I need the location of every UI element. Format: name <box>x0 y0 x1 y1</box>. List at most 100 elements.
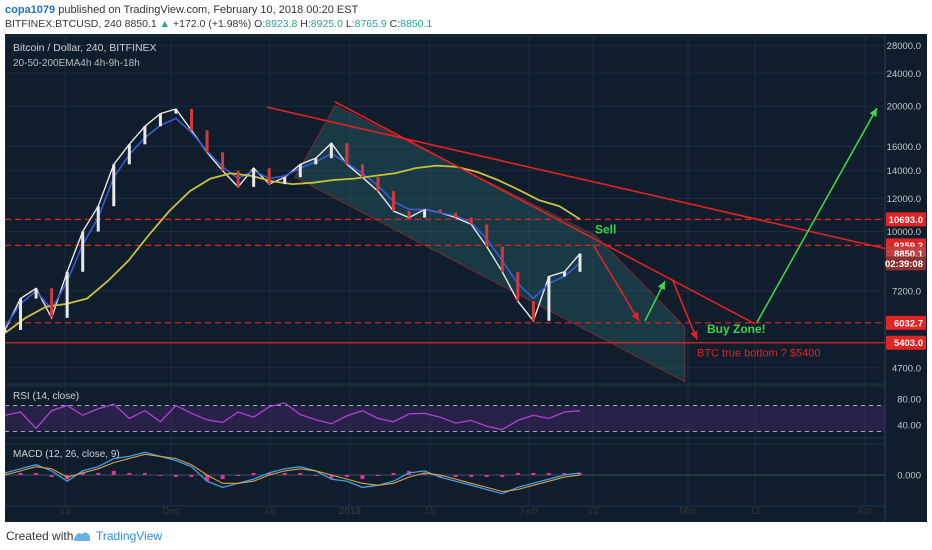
x-tick-label: 2018 <box>339 506 362 517</box>
close-value: 8850.1 <box>400 18 433 30</box>
footer-bar: Created with TradingView <box>0 522 932 550</box>
price-change: +172.0 (+1.98%) <box>173 18 252 30</box>
candle <box>469 217 473 225</box>
rsi-tick-label: 40.00 <box>897 421 921 432</box>
macd-hist-bar <box>344 475 349 478</box>
high-label: H: <box>300 18 311 30</box>
y-tick-label: 12000.0 <box>887 194 921 205</box>
price-tag-label: 9259.2 <box>894 241 923 252</box>
price-tag <box>886 315 926 330</box>
y-tick-label: 4700.0 <box>892 363 921 374</box>
candle <box>158 113 162 127</box>
candle <box>127 144 131 165</box>
candle <box>562 271 566 277</box>
candle <box>407 211 411 218</box>
candle <box>360 164 364 178</box>
annotation-buy-zone: Buy Zone! <box>707 322 766 336</box>
macd-hist-bar <box>189 475 194 478</box>
candle <box>485 224 489 247</box>
macd-hist-bar <box>96 472 101 475</box>
candle <box>112 164 116 207</box>
y-tick-label: 14000.0 <box>887 166 921 177</box>
candle <box>454 212 458 218</box>
candle <box>189 108 193 131</box>
trendline-resistance <box>266 106 886 250</box>
candle <box>376 177 380 192</box>
candle <box>205 130 209 153</box>
candle <box>516 271 520 302</box>
candle <box>283 177 287 185</box>
price-tag-label: 8850.1 <box>894 249 924 260</box>
candle <box>314 158 318 165</box>
tradingview-logo-icon <box>74 532 90 541</box>
drop-arrow-down-head <box>690 330 698 340</box>
x-tick-label: Feb <box>520 506 538 517</box>
candle <box>143 126 147 145</box>
chart-canvas[interactable]: 13 Dec 18 2018 15 Feb 12 Mar 12 Apr 28000.0 24000.0… <box>5 34 927 522</box>
x-tick-label: 12 <box>749 506 761 517</box>
macd-tick-label: 0.000 <box>897 471 921 482</box>
y-tick-label: 7200.0 <box>892 286 921 297</box>
macd-hist-bar <box>80 472 85 475</box>
candle <box>531 301 535 321</box>
last-price: 8850.1 <box>124 18 157 30</box>
open-label: O: <box>254 18 266 30</box>
macd-hist-bar <box>422 472 427 475</box>
panel-frame-0 <box>5 35 886 385</box>
candle <box>547 276 551 321</box>
price-tag-label: 6032.7 <box>894 318 923 329</box>
macd-hist-bar <box>18 472 23 475</box>
author-link[interactable]: copa1079 <box>5 4 56 16</box>
rally-arrow-up-head <box>869 108 877 118</box>
y-tick-label: 16000.0 <box>887 142 921 153</box>
x-tick-label: 12 <box>587 506 599 517</box>
price-tag <box>886 256 926 271</box>
price-tag-label: 10693.0 <box>889 215 923 226</box>
chart-header: copa1079 published on TradingView.com, F… <box>0 0 932 34</box>
candle <box>329 143 333 159</box>
y-tick-label: 28000.0 <box>887 41 921 52</box>
candle <box>438 209 442 213</box>
macd-hist-bar <box>546 472 551 475</box>
x-tick-label: 18 <box>264 506 276 517</box>
candle <box>81 231 85 272</box>
macd-hist-bar <box>34 472 39 475</box>
drop-arrow-down <box>672 280 698 340</box>
candle <box>34 288 38 299</box>
candle <box>252 168 256 187</box>
ohlc-line: BITFINEX:BTCUSD, 240 8850.1 ▲ +172.0 (+1… <box>5 18 432 30</box>
macd-hist-bar <box>298 472 303 475</box>
rally-arrow-up <box>756 107 878 323</box>
rsi-title: RSI (14, close) <box>13 391 79 402</box>
price-tag <box>886 335 926 350</box>
macd-hist-bar <box>438 475 443 478</box>
price-tag <box>886 212 926 227</box>
macd-hist-bar <box>142 472 147 475</box>
price-tag-label: 02:39:08 <box>885 259 923 270</box>
candle <box>50 288 54 318</box>
macd-hist-bar <box>500 475 505 478</box>
macd-hist-bar <box>111 470 116 475</box>
candle <box>96 206 100 232</box>
macd-hist-bar <box>220 475 225 480</box>
y-tick-label: 10000.0 <box>887 227 921 238</box>
candle <box>345 143 349 165</box>
chart-subtitle: 20-50-200EMA4h 4h-9h-18h <box>13 58 140 69</box>
macd-hist-bar <box>453 475 458 478</box>
bounce-arrow-up-head <box>657 281 665 291</box>
macd-hist-bar <box>578 472 582 475</box>
macd-title: MACD (12, 26, close, 9) <box>13 449 120 460</box>
macd-hist-bar <box>251 472 256 475</box>
open-value: 8923.8 <box>265 18 298 30</box>
macd-hist-bar <box>391 472 396 475</box>
macd-hist-bar <box>375 475 380 476</box>
macd-hist-bar <box>267 472 272 475</box>
candle <box>19 298 23 330</box>
tradingview-brand-link[interactable]: TradingView <box>96 529 163 543</box>
symbol-label: BITFINEX:BTCUSD, 240 <box>5 18 122 30</box>
rsi-tick-label: 80.00 <box>897 395 921 406</box>
candle <box>5 329 7 332</box>
macd-hist-bar <box>329 475 334 480</box>
macd-signal-line <box>5 453 581 493</box>
macd-hist-bar <box>484 475 489 478</box>
